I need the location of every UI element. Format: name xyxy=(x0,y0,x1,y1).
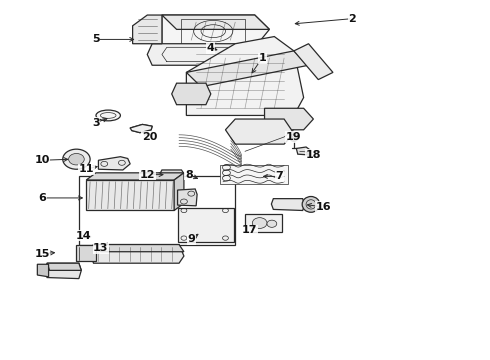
Polygon shape xyxy=(162,15,270,30)
Text: 3: 3 xyxy=(92,118,100,128)
Polygon shape xyxy=(94,244,184,252)
Polygon shape xyxy=(265,108,314,130)
Ellipse shape xyxy=(69,153,84,165)
FancyBboxPatch shape xyxy=(220,165,288,184)
Text: 17: 17 xyxy=(242,225,258,235)
Text: 5: 5 xyxy=(92,35,100,44)
Text: 1: 1 xyxy=(258,53,266,63)
Polygon shape xyxy=(160,170,184,177)
Polygon shape xyxy=(225,119,294,144)
Polygon shape xyxy=(271,199,305,211)
Polygon shape xyxy=(294,44,333,80)
Text: 6: 6 xyxy=(38,193,46,203)
Text: 15: 15 xyxy=(34,248,50,258)
Polygon shape xyxy=(162,15,270,47)
Text: 19: 19 xyxy=(286,132,302,142)
Text: 7: 7 xyxy=(275,171,283,181)
Polygon shape xyxy=(133,15,162,44)
Polygon shape xyxy=(177,189,197,206)
FancyBboxPatch shape xyxy=(177,208,234,242)
Ellipse shape xyxy=(96,110,121,121)
Text: 2: 2 xyxy=(348,14,356,24)
Polygon shape xyxy=(130,125,152,133)
Text: 14: 14 xyxy=(76,231,92,240)
Polygon shape xyxy=(147,44,250,65)
Polygon shape xyxy=(186,51,309,87)
Text: 12: 12 xyxy=(140,170,155,180)
Text: 11: 11 xyxy=(78,164,94,174)
Polygon shape xyxy=(98,157,130,170)
Polygon shape xyxy=(37,264,49,277)
Text: 20: 20 xyxy=(142,132,157,142)
Polygon shape xyxy=(86,173,184,180)
Text: 9: 9 xyxy=(187,234,195,244)
Polygon shape xyxy=(89,244,184,263)
Polygon shape xyxy=(174,173,184,211)
Text: 13: 13 xyxy=(93,243,109,253)
Polygon shape xyxy=(86,180,174,211)
Polygon shape xyxy=(47,263,81,270)
Polygon shape xyxy=(296,147,311,155)
Polygon shape xyxy=(172,83,211,105)
Ellipse shape xyxy=(252,218,267,228)
Text: 4: 4 xyxy=(207,43,215,53)
Ellipse shape xyxy=(290,134,298,141)
Text: 8: 8 xyxy=(185,170,193,180)
Polygon shape xyxy=(186,37,304,116)
Ellipse shape xyxy=(267,220,277,227)
Polygon shape xyxy=(45,263,81,279)
Ellipse shape xyxy=(63,149,90,169)
Text: 16: 16 xyxy=(316,202,331,212)
Ellipse shape xyxy=(302,197,320,212)
Polygon shape xyxy=(76,159,88,165)
Polygon shape xyxy=(76,245,96,261)
Text: 10: 10 xyxy=(34,155,50,165)
FancyBboxPatch shape xyxy=(245,214,282,232)
Text: 18: 18 xyxy=(306,150,321,160)
